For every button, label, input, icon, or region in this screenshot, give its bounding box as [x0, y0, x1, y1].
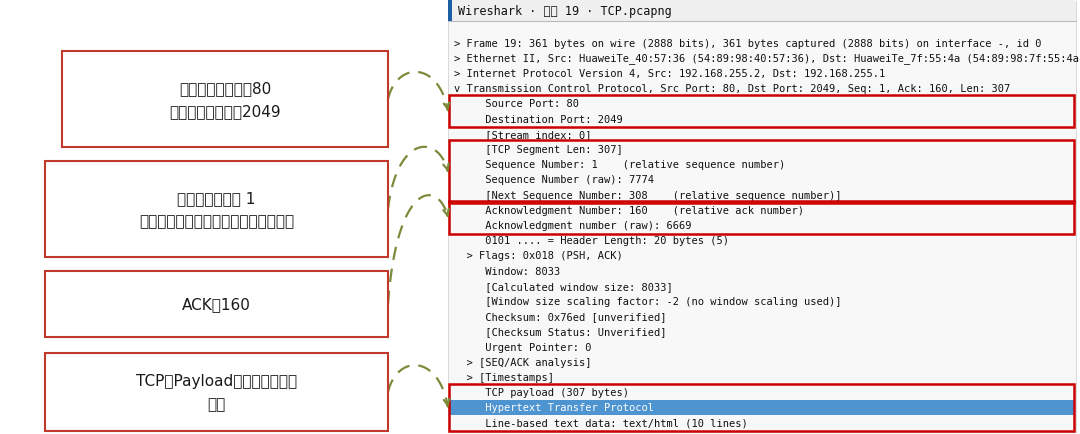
Text: > Internet Protocol Version 4, Src: 192.168.255.2, Dst: 192.168.255.1: > Internet Protocol Version 4, Src: 192.… — [454, 69, 886, 79]
Text: Source Port: 80: Source Port: 80 — [454, 99, 579, 109]
Text: [Stream index: 0]: [Stream index: 0] — [454, 129, 592, 139]
Text: TCP payload (307 bytes): TCP payload (307 bytes) — [454, 387, 629, 397]
Text: Checksum: 0x76ed [unverified]: Checksum: 0x76ed [unverified] — [454, 312, 666, 322]
Bar — [62, 52, 388, 148]
Text: [Calculated window size: 8033]: [Calculated window size: 8033] — [454, 281, 673, 291]
Text: Sequence Number (raw): 7774: Sequence Number (raw): 7774 — [454, 175, 654, 185]
Text: 公众号：网络之路博客: 公众号：网络之路博客 — [267, 217, 333, 227]
Text: Line-based text data: text/html (10 lines): Line-based text data: text/html (10 line… — [454, 418, 747, 427]
Text: > [SEQ/ACK analysis]: > [SEQ/ACK analysis] — [454, 357, 592, 367]
Text: v Transmission Control Protocol, Src Port: 80, Dst Port: 2049, Seq: 1, Ack: 160,: v Transmission Control Protocol, Src Por… — [454, 84, 1010, 94]
Bar — [45, 161, 388, 257]
Bar — [45, 271, 388, 337]
Bar — [449, 400, 1075, 415]
Text: Sequence Number: 1    (relative sequence number): Sequence Number: 1 (relative sequence nu… — [454, 160, 785, 170]
Text: [TCP Segment Len: 307]: [TCP Segment Len: 307] — [454, 145, 623, 155]
Text: > Flags: 0x018 (PSH, ACK): > Flags: 0x018 (PSH, ACK) — [454, 251, 623, 261]
Text: Acknowledgment Number: 160    (relative ack number): Acknowledgment Number: 160 (relative ack… — [454, 205, 804, 215]
Bar — [45, 353, 388, 431]
Text: Urgent Pointer: 0: Urgent Pointer: 0 — [454, 342, 592, 352]
Bar — [449, 384, 1074, 431]
Bar — [448, 0, 453, 22]
Bar — [449, 202, 1074, 234]
Text: ACK：160: ACK：160 — [183, 297, 251, 312]
Bar — [448, 2, 1076, 432]
Text: > Ethernet II, Src: HuaweiTe_40:57:36 (54:89:98:40:57:36), Dst: HuaweiTe_7f:55:4: > Ethernet II, Src: HuaweiTe_40:57:36 (5… — [454, 53, 1080, 64]
Text: Acknowledgment number (raw): 6669: Acknowledgment number (raw): 6669 — [454, 220, 691, 230]
Text: 服务器的序列号 1
软件后还会告诉你下一个序列号是多少: 服务器的序列号 1 软件后还会告诉你下一个序列号是多少 — [139, 191, 294, 228]
Text: > Frame 19: 361 bytes on wire (2888 bits), 361 bytes captured (2888 bits) on int: > Frame 19: 361 bytes on wire (2888 bits… — [454, 39, 1041, 49]
Text: Destination Port: 2049: Destination Port: 2049 — [454, 114, 623, 124]
Text: 0101 .... = Header Length: 20 bytes (5): 0101 .... = Header Length: 20 bytes (5) — [454, 236, 729, 246]
Text: Hypertext Transfer Protocol: Hypertext Transfer Protocol — [454, 402, 654, 412]
Text: [Window size scaling factor: -2 (no window scaling used)]: [Window size scaling factor: -2 (no wind… — [454, 296, 841, 306]
Bar — [449, 141, 1074, 204]
Text: Wireshark · 分组 19 · TCP.pcapng: Wireshark · 分组 19 · TCP.pcapng — [458, 4, 672, 17]
Text: [Next Sequence Number: 308    (relative sequence number)]: [Next Sequence Number: 308 (relative seq… — [454, 190, 841, 200]
Text: [Checksum Status: Unverified]: [Checksum Status: Unverified] — [454, 327, 666, 337]
Bar — [448, 0, 1076, 22]
Bar — [449, 95, 1074, 128]
Text: TCP的Payload（实际应用层数
据）: TCP的Payload（实际应用层数 据） — [136, 373, 297, 411]
Text: Window: 8033: Window: 8033 — [454, 266, 561, 276]
Text: 服务器源端口号：80
客户端目标口号：2049: 服务器源端口号：80 客户端目标口号：2049 — [170, 81, 281, 118]
Text: > [Timestamps]: > [Timestamps] — [454, 372, 554, 382]
